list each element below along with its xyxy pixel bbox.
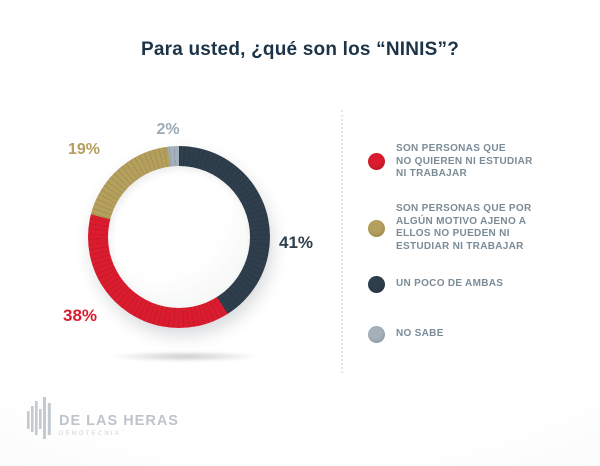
donut-label-19: 19% — [67, 141, 101, 158]
donut-chart — [88, 146, 270, 328]
legend-item-un-poco-de-ambas: UN POCO DE AMBAS — [368, 276, 554, 293]
legend-swatch-navy — [368, 276, 385, 293]
legend-item-label: SON PERSONAS QUE POR ALGÚN MOTIVO AJENO … — [396, 203, 532, 252]
delasheras-logo: DE LAS HERAS DEMOTECNIA — [27, 397, 179, 441]
delasheras-logo-icon — [27, 397, 51, 439]
legend-item-label: UN POCO DE AMBAS — [396, 278, 504, 290]
brand-name: DE LAS HERAS — [59, 413, 179, 429]
donut-label-38: 38% — [62, 306, 98, 325]
brand-subtitle: DEMOTECNIA — [59, 431, 122, 437]
legend-item-label: NO SABE — [396, 328, 444, 340]
legend-swatch-gray — [368, 326, 385, 343]
donut-hole — [108, 166, 250, 308]
legend-item-no-sabe: NO SABE — [368, 326, 554, 343]
brand-text-block: DE LAS HERAS DEMOTECNIA — [59, 397, 179, 437]
legend-item-label: SON PERSONAS QUE NO QUIEREN NI ESTUDIAR … — [396, 143, 533, 179]
legend-item-no-pueden: SON PERSONAS QUE POR ALGÚN MOTIVO AJENO … — [368, 203, 554, 253]
legend-item-no-quieren: SON PERSONAS QUE NO QUIEREN NI ESTUDIAR … — [368, 143, 554, 181]
legend-swatch-gold — [368, 219, 385, 237]
donut-floor-shadow — [110, 351, 260, 362]
donut-label-2: 2% — [156, 121, 180, 138]
legend-swatch-red — [368, 153, 385, 171]
donut-label-41: 41% — [278, 233, 314, 252]
chart-title: Para usted, ¿qué son los “NINIS”? — [140, 39, 460, 60]
legend-divider — [341, 110, 343, 373]
